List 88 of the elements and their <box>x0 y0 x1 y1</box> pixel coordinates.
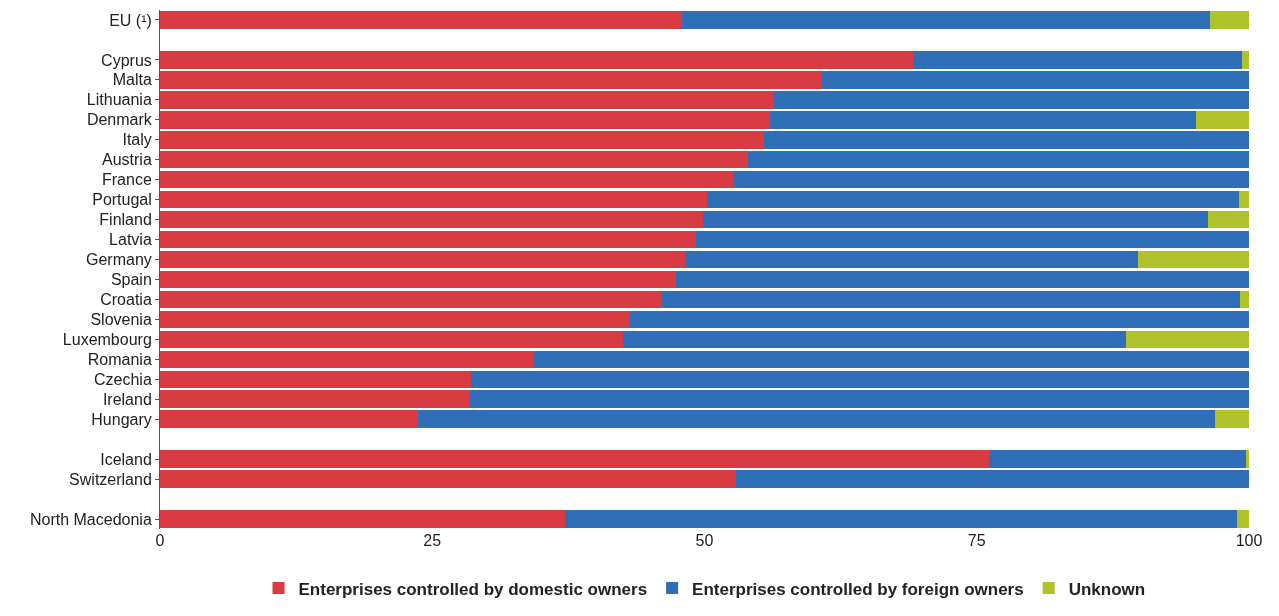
bar <box>1207 210 1249 229</box>
y-tick-label: Ireland <box>102 390 152 408</box>
bar <box>565 510 1238 528</box>
bar <box>160 111 770 129</box>
x-tick-label: 100 <box>1235 532 1263 549</box>
bar <box>912 51 1243 69</box>
y-tick-label: Czechia <box>93 370 152 388</box>
bar <box>160 310 631 329</box>
bar <box>160 370 472 389</box>
bar <box>533 350 1249 369</box>
bar <box>1242 51 1249 69</box>
bar <box>1215 410 1249 428</box>
y-tick-label: Lithuania <box>86 91 152 109</box>
y-tick-label: Cyprus <box>101 51 152 69</box>
bar <box>1209 11 1249 29</box>
bar <box>1137 250 1249 269</box>
bar <box>1239 190 1249 209</box>
y-tick-label: Malta <box>112 71 152 89</box>
bar <box>160 170 734 189</box>
bar <box>160 190 707 209</box>
bar <box>748 150 1249 169</box>
y-tick-label: Portugal <box>92 191 152 209</box>
bar <box>695 230 1249 249</box>
y-tick-label: Austria <box>102 151 152 169</box>
y-tick-label: Hungary <box>91 410 152 428</box>
bar <box>1125 330 1249 349</box>
bar <box>1240 290 1249 309</box>
bar <box>160 410 419 428</box>
bar <box>418 410 1216 428</box>
y-tick-label: Luxembourg <box>62 330 152 348</box>
y-tick-label: Switzerland <box>69 470 152 488</box>
bar <box>764 130 1249 149</box>
bar <box>160 330 623 349</box>
bar <box>160 91 775 109</box>
bar <box>160 250 686 269</box>
bar <box>703 210 1208 229</box>
bar <box>988 450 1246 468</box>
y-tick-label: North Macedonia <box>29 510 152 528</box>
bar <box>706 190 1240 209</box>
bar <box>160 510 566 528</box>
bar <box>1237 510 1249 528</box>
bar <box>769 111 1196 129</box>
y-tick-label: Spain <box>110 271 152 289</box>
y-tick-label: Romania <box>87 350 152 368</box>
x-tick-label: 50 <box>695 532 714 549</box>
bar <box>736 470 1249 488</box>
legend-label: Unknown <box>1068 579 1146 599</box>
bar <box>160 71 823 89</box>
y-tick-label: EU (¹) <box>109 11 152 29</box>
bar <box>676 270 1249 289</box>
bar <box>622 330 1126 349</box>
bar <box>160 270 677 289</box>
bar <box>774 91 1249 109</box>
bar <box>160 290 663 309</box>
bar <box>160 51 913 69</box>
bar <box>681 11 1210 29</box>
bar <box>662 290 1241 309</box>
legend-label: Enterprises controlled by foreign owners <box>692 579 1024 599</box>
bar <box>160 470 737 488</box>
y-tick-label: Latvia <box>109 231 152 249</box>
bar <box>160 230 696 249</box>
legend-label: Enterprises controlled by domestic owners <box>298 579 648 599</box>
bar <box>160 450 989 468</box>
y-tick-label: Denmark <box>86 111 153 129</box>
bar <box>1245 450 1249 468</box>
bar <box>470 390 1249 409</box>
x-tick-label: 25 <box>423 532 442 549</box>
bar <box>160 11 682 29</box>
y-tick-label: Finland <box>99 211 152 229</box>
y-tick-label: Germany <box>86 251 152 269</box>
bar <box>471 370 1249 389</box>
bar <box>160 390 471 409</box>
bar <box>1195 111 1249 129</box>
bar <box>685 250 1138 269</box>
bar <box>160 350 534 369</box>
bar <box>160 150 749 169</box>
bar <box>160 210 704 229</box>
bar <box>733 170 1249 189</box>
bar <box>160 130 765 149</box>
bar <box>630 310 1249 329</box>
y-tick-label: France <box>102 171 152 189</box>
y-tick-label: Croatia <box>100 291 152 309</box>
y-tick-label: Italy <box>122 131 152 149</box>
x-tick-label: 0 <box>155 532 165 549</box>
y-tick-label: Iceland <box>100 450 152 468</box>
y-tick-label: Slovenia <box>90 311 152 328</box>
x-tick-label: 75 <box>967 532 986 549</box>
bar <box>822 71 1249 89</box>
